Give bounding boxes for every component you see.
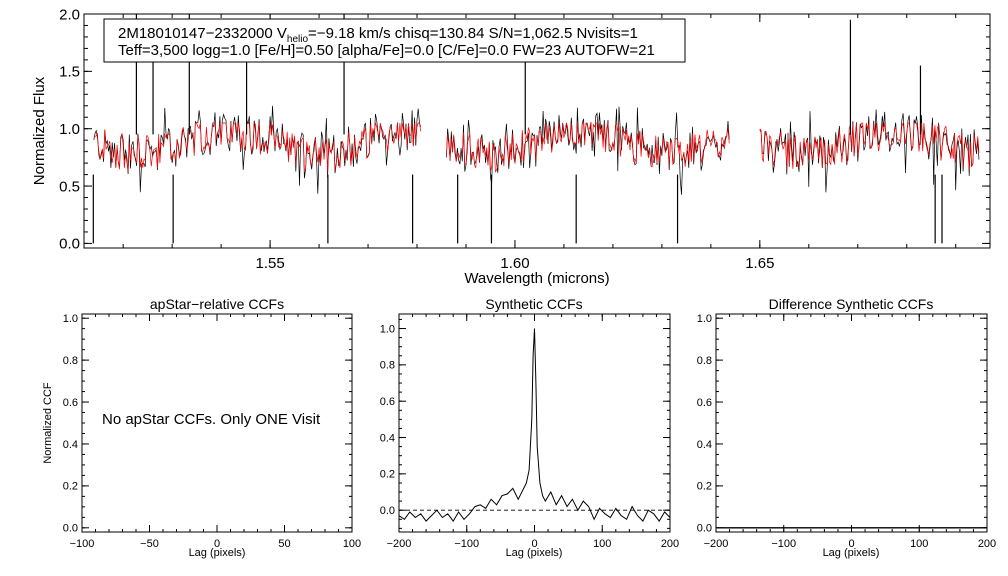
x-tick-label: 200	[978, 538, 996, 550]
y-tick-label: 2.0	[59, 6, 80, 23]
x-tick-label: 1.65	[745, 255, 774, 272]
y-tick-label: 1.0	[59, 121, 80, 138]
x-tick-label: 0	[214, 538, 220, 550]
x-tick-label: −200	[387, 538, 412, 550]
annotation-line-1: 2M18010147−2332000 Vhelio=−9.18 km/s chi…	[118, 25, 638, 45]
annotation-line-2: Teff=3,500 logg=1.0 [Fe/H]=0.50 [alpha/F…	[118, 42, 655, 59]
difference-x-axis-label: Lag (pixels)	[823, 547, 880, 559]
difference-ccf-panel: −200 −100 0 100 200 0.0 0.2 0.4 0.6 0.8 1.0 Differ…	[697, 296, 996, 559]
x-tick-label: −200	[704, 538, 729, 550]
difference-ticks: −200 −100 0 100 200 0.0 0.2 0.4 0.6 0.8 1.0	[697, 313, 996, 550]
spectrum-x-axis-label: Wavelength (microns)	[464, 270, 609, 287]
y-tick-label: 0.4	[63, 439, 78, 451]
x-tick-label: −100	[771, 538, 796, 550]
y-tick-label: 0.8	[697, 355, 712, 367]
y-tick-label: 0.4	[380, 432, 395, 444]
y-tick-label: 1.0	[697, 313, 712, 325]
x-tick-label: −100	[70, 538, 95, 550]
annotation-velocity-subscript: helio	[287, 34, 309, 45]
observed-spectrum-line	[93, 105, 422, 194]
x-tick-label: 1.60	[500, 255, 529, 272]
x-tick-label: 200	[661, 538, 679, 550]
apstar-ticks: −100 −50 0 50 100 0.0 0.2 0.4 0.6 0.8 1.0	[63, 313, 361, 550]
y-tick-label: 1.5	[59, 64, 80, 81]
difference-title: Difference Synthetic CCFs	[769, 296, 934, 312]
x-tick-label: 0	[848, 538, 854, 550]
apstar-ccf-panel: −100 −50 0 50 100 0.0 0.2 0.4 0.6 0.8 1.0 apStar−r…	[42, 296, 361, 559]
model-spectrum-line	[446, 121, 730, 173]
annotation-fit-stats: =−9.18 km/s chisq=130.84 S/N=1,062.5 Nvi…	[308, 25, 638, 42]
annotation-star-velocity: 2M18010147−2332000 V	[118, 25, 287, 42]
spectrum-panel: 1.55 1.60 1.65 0.0 0.5 1.0 1.5 2.0 2M18010147−2…	[31, 6, 991, 287]
spectrum-ticks: 1.55 1.60 1.65 0.0 0.5 1.0 1.5 2.0	[59, 6, 990, 272]
x-tick-label: 100	[593, 538, 611, 550]
observed-spectrum-line	[759, 109, 980, 193]
x-tick-label: 0	[531, 538, 537, 550]
spectrum-data	[92, 14, 980, 244]
y-tick-label: 0.0	[380, 505, 395, 517]
y-tick-label: 0.4	[697, 439, 712, 451]
y-tick-label: 0.2	[63, 481, 78, 493]
y-tick-label: 0.2	[380, 469, 395, 481]
y-tick-label: 1.0	[380, 323, 395, 335]
y-tick-label: 0.5	[59, 178, 80, 195]
synthetic-x-axis-label: Lag (pixels)	[506, 547, 563, 559]
y-tick-label: 0.8	[63, 355, 78, 367]
apstar-x-axis-label: Lag (pixels)	[189, 547, 246, 559]
x-tick-label: −50	[140, 538, 159, 550]
apstar-y-axis-label: Normalized CCF	[42, 382, 54, 464]
x-tick-label: 50	[278, 538, 290, 550]
y-tick-label: 0.0	[697, 523, 712, 535]
x-tick-label: −100	[454, 538, 479, 550]
y-tick-label: 0.6	[63, 397, 78, 409]
spectrum-plot-frame	[83, 13, 991, 249]
y-tick-label: 0.0	[63, 523, 78, 535]
x-tick-label: 100	[343, 538, 361, 550]
synthetic-ticks: −200 −100 0 100 200 0.0 0.2 0.4 0.6 0.8 1.0	[380, 314, 679, 550]
annotation-box	[103, 18, 686, 63]
difference-plot-frame	[715, 313, 988, 533]
y-tick-label: 0.2	[697, 481, 712, 493]
model-spectrum-line	[93, 122, 422, 172]
spectrum-y-axis-label: Normalized Flux	[31, 76, 48, 185]
y-tick-label: 0.8	[380, 360, 395, 372]
x-tick-label: 100	[910, 538, 928, 550]
y-tick-label: 1.0	[63, 313, 78, 325]
synthetic-ccf-line	[398, 328, 671, 523]
y-tick-label: 0.6	[380, 396, 395, 408]
synthetic-ccf-data	[398, 328, 671, 523]
apstar-title: apStar−relative CCFs	[150, 296, 284, 312]
y-tick-label: 0.0	[59, 236, 80, 253]
x-tick-label: 1.55	[255, 255, 284, 272]
model-spectrum-line	[759, 122, 980, 170]
synthetic-ccf-panel: −200 −100 0 100 200 0.0 0.2 0.4 0.6 0.8 1.0 Synthe…	[380, 296, 679, 559]
y-tick-label: 0.6	[697, 397, 712, 409]
apstar-no-data-message: No apStar CCFs. Only ONE Visit	[102, 411, 321, 428]
synthetic-title: Synthetic CCFs	[485, 296, 582, 312]
